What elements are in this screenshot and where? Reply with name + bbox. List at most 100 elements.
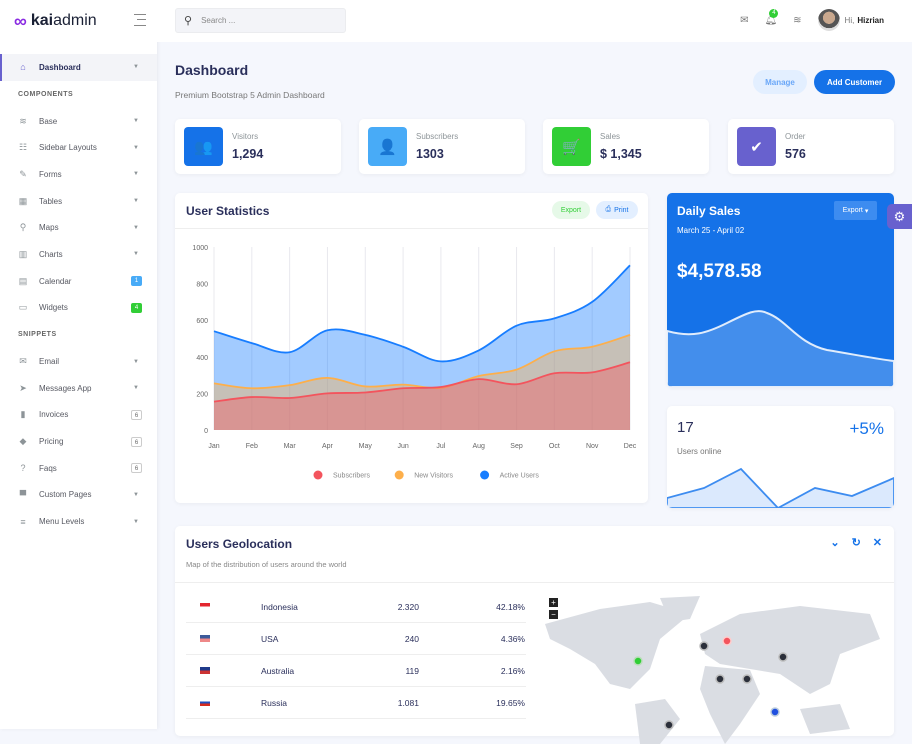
file-invoice-icon: ▮: [20, 409, 26, 420]
legend-label: Subscribers: [333, 473, 370, 480]
geo-table-row: Australia 119 2.16%: [186, 655, 526, 687]
flag-icon: [200, 603, 210, 610]
desktop-icon: ▭: [18, 302, 28, 313]
user-statistics-chart: Jan Feb Mar Apr May Jun Jul Aug Sep Oct Nov Dec 0 200…: [192, 245, 637, 480]
sidebar-item-custom-pages[interactable]: ▀ Custom Pages ▼: [0, 482, 157, 509]
sidebar-item-label: Pricing: [39, 437, 64, 447]
avatar[interactable]: [817, 9, 840, 31]
sidebar-item-tables[interactable]: ▦ Tables ▼: [0, 188, 157, 215]
layers-icon[interactable]: ≋: [793, 14, 802, 26]
stat-label: Sales: [600, 132, 621, 141]
print-button[interactable]: ⎙ Print: [596, 201, 638, 219]
bars-icon: ≡: [20, 516, 26, 527]
page-subtitle: Premium Bootstrap 5 Admin Dashboard: [175, 90, 325, 100]
country-name: Indonesia: [261, 601, 298, 612]
sidebar-item-charts[interactable]: ▥ Charts ▼: [0, 241, 157, 268]
export-label: Export: [842, 207, 863, 214]
refresh-icon[interactable]: ↻: [851, 537, 861, 549]
greeting: Hi,: [844, 15, 855, 25]
user-name[interactable]: Hizrian: [857, 15, 884, 25]
settings-gear-icon[interactable]: ⚙: [887, 204, 912, 229]
map-zoom-in-button[interactable]: +: [549, 598, 558, 607]
paper-plane-icon: ➤: [19, 382, 27, 393]
x-tick-label: Jan: [208, 443, 219, 450]
x-tick-label: May: [359, 443, 373, 450]
map-zoom-out-button[interactable]: −: [549, 610, 558, 619]
stat-value: 576: [785, 147, 806, 161]
brand-logo[interactable]: ∞ kai admin: [0, 0, 157, 42]
sidebar-item-menu-levels[interactable]: ≡ Menu Levels ▼: [0, 508, 157, 535]
sidebar-item-forms[interactable]: ✎ Forms ▼: [0, 161, 157, 188]
world-map: [545, 596, 880, 744]
sidebar-item-label: Messages App: [39, 383, 92, 393]
caret-down-icon: ▼: [133, 118, 139, 125]
daily-sales-export-button[interactable]: Export ▾: [834, 201, 877, 220]
print-icon: ⎙: [605, 206, 612, 213]
sidebar-item-dashboard[interactable]: ⌂ Dashboard ▼: [0, 54, 157, 81]
top-navbar: ⚲ Search ... ✉ 🔔︎ 4 ≋ Hi, Hizrian: [157, 0, 912, 42]
geo-title: Users Geolocation: [186, 537, 293, 551]
series-area-active-users: [214, 265, 630, 430]
sidebar-item-pricing[interactable]: ◆ Pricing 6: [0, 428, 157, 455]
users-online-card: 17 +5% Users online: [667, 406, 894, 508]
collapse-chevron-icon[interactable]: ⌄: [830, 537, 840, 549]
stat-label: Order: [785, 132, 806, 141]
sidebar-item-label: Widgets: [39, 303, 68, 313]
bell-icon[interactable]: 🔔︎ 4: [764, 8, 779, 26]
caret-down-icon: ▼: [133, 171, 139, 178]
export-button[interactable]: Export: [552, 201, 590, 219]
paint-roller-icon: ▀: [19, 489, 27, 500]
envelope-icon[interactable]: ✉: [740, 14, 749, 26]
stat-card-sales: 🛒 Sales $ 1,345: [543, 119, 709, 174]
manage-button[interactable]: Manage: [753, 70, 807, 94]
sidebar-toggle-icon[interactable]: [134, 14, 146, 26]
sidebar-item-messages-app[interactable]: ➤ Messages App ▼: [0, 375, 157, 402]
x-tick-label: Oct: [549, 443, 560, 450]
user-percent: 4.36%: [500, 633, 525, 644]
x-tick-label: Aug: [472, 443, 485, 450]
sidebar-item-calendar[interactable]: ▤ Calendar 1: [0, 268, 157, 295]
search-input[interactable]: ⚲ Search ...: [175, 8, 346, 33]
sidebar-section-label: COMPONENTS: [18, 90, 74, 98]
geo-subtitle: Map of the distribution of users around …: [186, 560, 347, 569]
user-count: 119: [405, 665, 419, 676]
search-icon: ⚲: [184, 15, 193, 27]
caret-down-icon: ▼: [133, 144, 139, 151]
sidebar-item-label: Charts: [39, 249, 63, 259]
sidebar: ∞ kai admin ⌂ Dashboard ▼ COMPONENTS ≋ Base ▼ ☷ Si…: [0, 0, 157, 729]
sidebar-badge: 6: [131, 436, 142, 447]
sidebar-item-label: Calendar: [39, 276, 72, 286]
daily-sales-amount: $4,578.58: [677, 261, 762, 282]
series-line-active-users: [213, 264, 631, 363]
stat-label: Visitors: [232, 132, 259, 141]
check-circle-icon: ✔: [737, 127, 776, 166]
close-icon[interactable]: ✕: [872, 537, 882, 549]
sidebar-item-base[interactable]: ≋ Base ▼: [0, 108, 157, 135]
sidebar-item-label: Maps: [39, 223, 59, 233]
x-tick-label: Sep: [510, 443, 523, 450]
sidebar-item-sidebar-layouts[interactable]: ☷ Sidebar Layouts ▼: [0, 134, 157, 161]
table-icon: ▦: [18, 195, 28, 206]
legend-marker: [313, 470, 323, 480]
x-tick-label: Feb: [246, 443, 258, 450]
sidebar-item-faqs[interactable]: ? Faqs 6: [0, 455, 157, 482]
sidebar-item-label: Email: [39, 357, 60, 367]
add-customer-button[interactable]: Add Customer: [814, 70, 895, 94]
country-name: Australia: [261, 665, 295, 676]
caret-down-icon: ▼: [133, 491, 139, 498]
legend-label: Active Users: [500, 473, 540, 480]
user-percent: 2.16%: [500, 665, 525, 676]
sidebar-item-label: Custom Pages: [39, 490, 92, 500]
card-title: User Statistics: [186, 204, 270, 218]
caret-down-icon: ▼: [133, 251, 139, 258]
sidebar-item-email[interactable]: ✉ Email ▼: [0, 348, 157, 375]
sidebar-item-maps[interactable]: ⚲ Maps ▼: [0, 214, 157, 241]
sidebar-badge: 6: [131, 409, 142, 420]
sidebar-item-widgets[interactable]: ▭ Widgets 4: [0, 295, 157, 322]
caret-down-icon: ▼: [133, 385, 139, 392]
sidebar-item-label: Sidebar Layouts: [39, 143, 97, 153]
question-circle-icon: ?: [20, 463, 26, 474]
brand-suffix: admin: [53, 12, 97, 29]
sidebar-item-invoices[interactable]: ▮ Invoices 6: [0, 402, 157, 429]
y-tick-label: 800: [196, 282, 208, 289]
